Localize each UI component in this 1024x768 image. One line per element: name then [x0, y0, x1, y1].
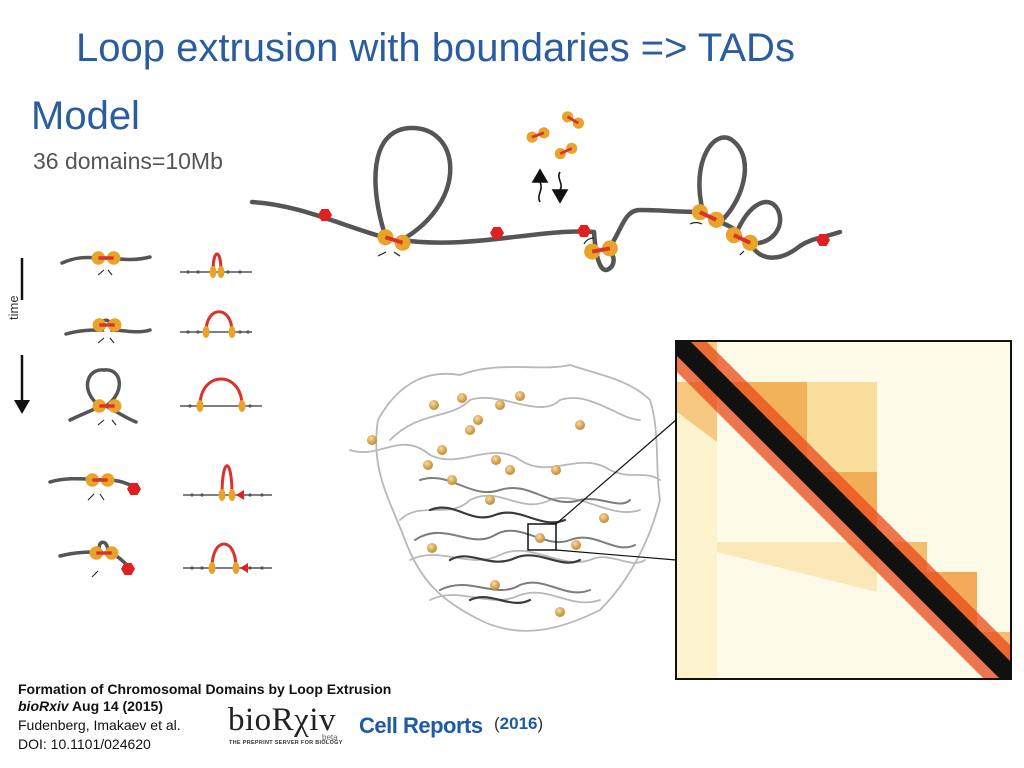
citation-authors: Fudenberg, Imakaev et al.	[18, 717, 181, 733]
boundary-hexagon-icon	[121, 563, 135, 575]
year-close: )	[537, 714, 544, 733]
large-loop-2	[697, 135, 748, 225]
load-unload-arrows-icon	[531, 168, 569, 204]
year-value: 2016	[499, 714, 538, 733]
slide-subtitle: Model	[31, 94, 140, 138]
contact-map-heatmap	[675, 340, 1012, 680]
slide-title: Loop extrusion with boundaries => TADs	[76, 26, 795, 70]
medium-loop	[732, 199, 783, 246]
cell-reports-logo: Cell Reports	[359, 713, 483, 738]
diagonal-line	[677, 342, 1010, 678]
domains-note: 36 domains=10Mb	[33, 148, 223, 174]
large-loop-1	[373, 125, 453, 243]
zoom-connector-lines	[555, 419, 677, 561]
free-extruders	[523, 107, 588, 163]
time-series-extruders	[83, 249, 124, 562]
biorxiv-logo: bioRχiv	[228, 702, 336, 738]
polymer-3d-structure	[349, 364, 661, 632]
preprint-date: Aug 14 (2015)	[68, 698, 163, 714]
citation-paper-title: Formation of Chromosomal Domains by Loop…	[18, 681, 392, 697]
citation-preprint: bioRxiv Aug 14 (2015)	[18, 698, 163, 714]
time-arrow-icon	[14, 258, 30, 414]
time-axis-label: time	[6, 295, 21, 320]
biorxiv-beta: beta	[322, 733, 338, 742]
biorxiv-tagline: THE PREPRINT SERVER FOR BIOLOGY	[229, 740, 343, 746]
contact-map-svg	[677, 342, 1010, 678]
citation-doi: DOI: 10.1101/024620	[18, 736, 151, 752]
year-open: (	[494, 714, 500, 733]
time-series-motion-arrows	[87, 269, 117, 578]
boundary-hexagon-icon	[577, 225, 591, 237]
preprint-journal: bioRxiv	[18, 698, 69, 714]
linear-schematics	[180, 252, 272, 574]
publication-year: (2016)	[494, 714, 543, 734]
small-motion-arrows	[377, 221, 745, 257]
